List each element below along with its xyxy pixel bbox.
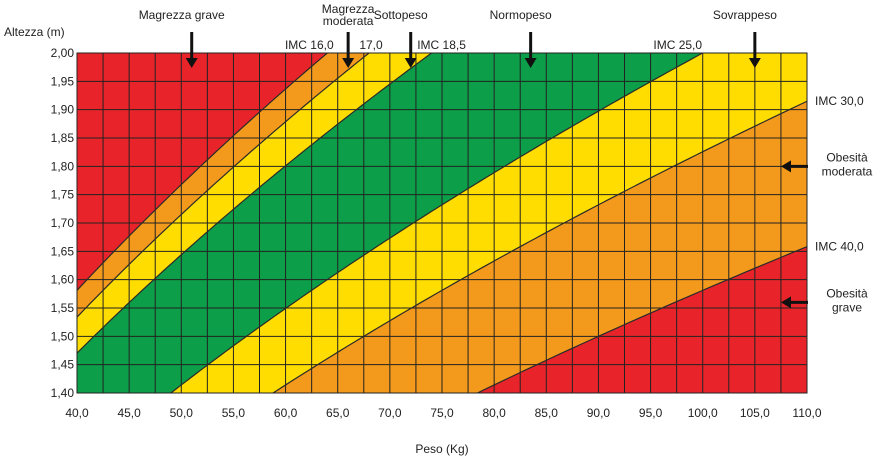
arrow-down-icon bbox=[404, 32, 417, 68]
zone-label: grave bbox=[832, 300, 862, 314]
y-tick-label: 1,45 bbox=[51, 358, 75, 372]
bmi-threshold-curves bbox=[77, 53, 807, 393]
zone-label: Obesità bbox=[826, 150, 868, 164]
x-tick-label: 60,0 bbox=[274, 406, 298, 420]
y-tick-label: 1,65 bbox=[51, 244, 75, 258]
bmi-threshold-labels: IMC 16,0 17,0 IMC 18,5 IMC 25,0 IMC 30,0 IMC … bbox=[285, 38, 864, 254]
curve-bmi-18.5 bbox=[77, 53, 432, 354]
y-tick-label: 1,70 bbox=[51, 216, 75, 230]
zone-label: Sovrappeso bbox=[713, 8, 777, 22]
y-tick-label: 1,75 bbox=[51, 188, 75, 202]
zone-label: moderata bbox=[822, 164, 873, 178]
x-tick-label: 55,0 bbox=[222, 406, 246, 420]
x-tick-label: 40,0 bbox=[65, 406, 89, 420]
x-tick-label: 80,0 bbox=[482, 406, 506, 420]
y-tick-label: 1,90 bbox=[51, 103, 75, 117]
y-tick-label: 2,00 bbox=[51, 46, 75, 60]
y-tick-label: 1,50 bbox=[51, 329, 75, 343]
threshold-label: IMC 40,0 bbox=[815, 240, 864, 254]
y-tick-label: 1,85 bbox=[51, 131, 75, 145]
x-tick-labels: 40,0 45,0 50,0 55,0 60,0 65,0 70,0 75,0 80,0 85,0… bbox=[65, 406, 822, 420]
y-tick-label: 1,80 bbox=[51, 159, 75, 173]
arrow-down-icon bbox=[524, 32, 537, 68]
arrow-down-icon bbox=[748, 32, 761, 68]
x-tick-label: 45,0 bbox=[117, 406, 141, 420]
threshold-label: IMC 18,5 bbox=[417, 38, 466, 52]
x-tick-label: 50,0 bbox=[170, 406, 194, 420]
x-tick-label: 110,0 bbox=[792, 406, 821, 420]
plot-border bbox=[76, 52, 808, 394]
x-tick-label: 105,0 bbox=[740, 406, 770, 420]
zone-6 bbox=[477, 246, 807, 393]
arrow-left-icon bbox=[781, 160, 808, 173]
curve-bmi-40 bbox=[477, 245, 807, 393]
x-tick-label: 70,0 bbox=[378, 406, 402, 420]
x-tick-label: 100,0 bbox=[688, 406, 718, 420]
curve-bmi-16 bbox=[77, 53, 328, 292]
zone-label: Magrezza grave bbox=[139, 8, 225, 22]
y-tick-labels: 1,40 1,45 1,50 1,55 1,60 1,65 1,70 1,75 1,80 1,85… bbox=[51, 46, 75, 400]
zone-label: Normopeso bbox=[490, 8, 552, 22]
y-axis-title: Altezza (m) bbox=[4, 25, 65, 39]
x-tick-label: 90,0 bbox=[587, 406, 611, 420]
arrow-down-icon bbox=[185, 32, 198, 68]
threshold-label: IMC 25,0 bbox=[653, 38, 702, 52]
x-tick-label: 95,0 bbox=[639, 406, 663, 420]
x-axis-title: Peso (Kg) bbox=[415, 442, 468, 456]
y-tick-label: 1,40 bbox=[51, 386, 75, 400]
grid-lines bbox=[77, 53, 807, 393]
zone-label: Magrezza bbox=[322, 2, 375, 16]
curve-bmi-25 bbox=[170, 53, 703, 393]
zone-label: Sottopeso bbox=[374, 8, 428, 22]
zone-label: Obesità bbox=[826, 286, 868, 300]
x-tick-label: 85,0 bbox=[535, 406, 559, 420]
zone-label: moderata bbox=[323, 14, 374, 28]
arrow-left-icon bbox=[781, 296, 808, 309]
curve-bmi-30 bbox=[272, 100, 807, 393]
threshold-label: IMC 30,0 bbox=[815, 94, 864, 108]
arrow-down-icon bbox=[342, 32, 355, 68]
x-tick-label: 65,0 bbox=[326, 406, 350, 420]
x-tick-label: 75,0 bbox=[430, 406, 454, 420]
y-tick-label: 1,55 bbox=[51, 301, 75, 315]
threshold-label: 17,0 bbox=[359, 38, 383, 52]
y-tick-label: 1,95 bbox=[51, 74, 75, 88]
y-tick-label: 1,60 bbox=[51, 273, 75, 287]
threshold-label: IMC 16,0 bbox=[285, 38, 334, 52]
curve-bmi-17 bbox=[77, 53, 370, 318]
